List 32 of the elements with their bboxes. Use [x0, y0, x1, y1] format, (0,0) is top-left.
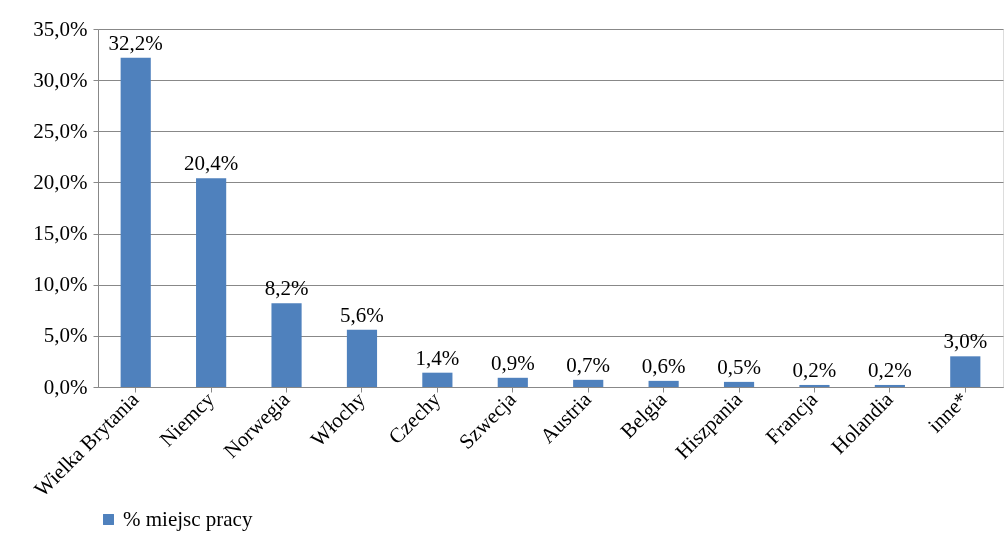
y-tick-label: 35,0%: [33, 16, 88, 41]
bar: [874, 384, 905, 387]
data-label: 1,4%: [415, 345, 460, 370]
bar: [346, 329, 378, 387]
data-label: 0,2%: [868, 357, 912, 382]
bar: [648, 380, 679, 387]
y-tick-label: 20,0%: [33, 169, 88, 194]
y-tick-label: 30,0%: [33, 67, 88, 92]
y-tick-label: 15,0%: [33, 221, 88, 246]
bar: [799, 384, 830, 387]
y-tick-label: 10,0%: [33, 272, 88, 297]
data-label: 20,4%: [184, 151, 239, 176]
data-label: 0,2%: [792, 357, 837, 382]
data-label: 0,5%: [717, 354, 761, 379]
data-label: 8,2%: [264, 276, 309, 301]
bar: [271, 303, 302, 387]
bar: [723, 381, 755, 387]
data-label: 0,6%: [641, 353, 686, 378]
data-label: 3,0%: [943, 329, 988, 354]
data-label: 0,9%: [490, 350, 535, 375]
bar: [196, 178, 227, 387]
bar: [120, 57, 151, 387]
y-tick-label: 25,0%: [33, 118, 88, 143]
legend-label: % miejsc pracy: [123, 506, 253, 531]
bar: [497, 377, 528, 387]
bar: [950, 356, 981, 387]
bar: [573, 379, 604, 387]
data-label: 0,7%: [566, 352, 611, 377]
data-label: 5,6%: [340, 302, 384, 327]
bar: [422, 372, 453, 387]
y-tick-label: 5,0%: [43, 323, 88, 348]
data-label: 32,2%: [108, 30, 163, 55]
